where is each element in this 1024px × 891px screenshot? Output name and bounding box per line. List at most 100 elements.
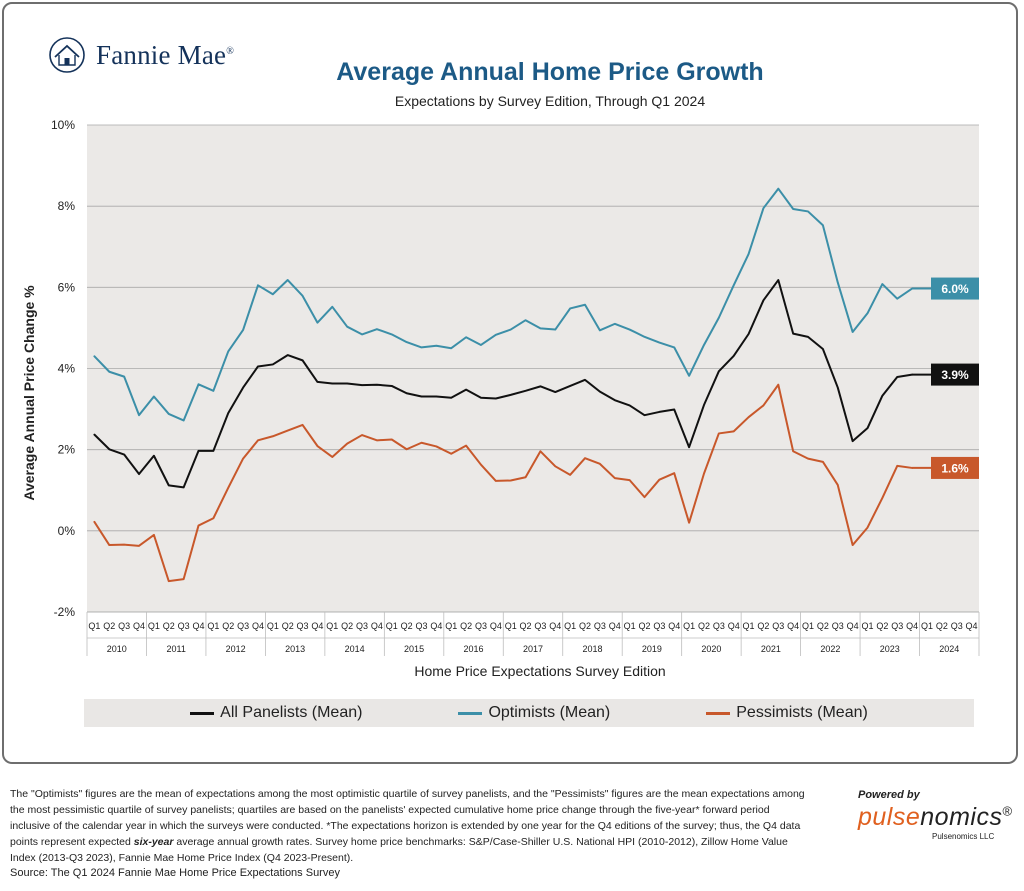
x-tick-label: Q2 xyxy=(638,621,650,631)
x-tick-label: Q3 xyxy=(356,621,368,631)
x-tick-label: Q4 xyxy=(609,621,621,631)
x-tick-label: Q4 xyxy=(728,621,740,631)
x-tick-label: Q1 xyxy=(326,621,338,631)
x-tick-label: Q3 xyxy=(534,621,546,631)
year-label: 2022 xyxy=(820,644,840,654)
x-tick-label: Q1 xyxy=(386,621,398,631)
end-label-box xyxy=(931,277,979,300)
x-tick-label: Q4 xyxy=(192,621,204,631)
x-axis-label: Home Price Expectations Survey Edition xyxy=(414,663,665,679)
x-tick-label: Q1 xyxy=(861,621,873,631)
legend-swatch-pessimists xyxy=(706,711,731,715)
legend-label: Optimists (Mean) xyxy=(488,704,611,721)
end-label-box xyxy=(931,363,979,386)
legend-label: Pessimists (Mean) xyxy=(736,704,868,721)
x-tick-label: Q2 xyxy=(222,621,234,631)
x-tick-label: Q2 xyxy=(282,621,294,631)
legend: All Panelists (Mean) Optimists (Mean) Pe… xyxy=(84,699,974,727)
x-tick-label: Q4 xyxy=(252,621,264,631)
x-tick-label: Q2 xyxy=(936,621,948,631)
year-label: 2021 xyxy=(761,644,781,654)
x-tick-label: Q3 xyxy=(237,621,249,631)
x-tick-label: Q4 xyxy=(847,621,859,631)
x-tick-label: Q2 xyxy=(698,621,710,631)
chart-subtitle: Expectations by Survey Edition, Through … xyxy=(394,93,706,109)
x-tick-label: Q1 xyxy=(505,621,517,631)
pulsenomics-logo: pulsenomics® xyxy=(858,803,1013,831)
y-axis-label: Average Annual Price Change % xyxy=(21,285,37,501)
powered-by-label: Powered by xyxy=(858,789,920,801)
year-label: 2020 xyxy=(701,644,721,654)
x-tick-label: Q4 xyxy=(549,621,561,631)
x-tick-label: Q1 xyxy=(88,621,100,631)
x-tick-label: Q3 xyxy=(951,621,963,631)
year-label: 2018 xyxy=(582,644,602,654)
fannie-mae-logo: Fannie Mae® xyxy=(48,36,234,74)
x-tick-label: Q1 xyxy=(624,621,636,631)
year-label: 2010 xyxy=(107,644,127,654)
year-label: 2019 xyxy=(642,644,662,654)
y-tick-label: 0% xyxy=(58,524,76,538)
year-label: 2013 xyxy=(285,644,305,654)
x-tick-label: Q2 xyxy=(876,621,888,631)
x-tick-label: Q1 xyxy=(207,621,219,631)
house-seal-icon xyxy=(49,37,85,73)
x-tick-label: Q1 xyxy=(445,621,457,631)
legend-item-all-panelists: All Panelists (Mean) xyxy=(190,704,362,722)
x-tick-label: Q2 xyxy=(341,621,353,631)
x-tick-label: Q1 xyxy=(267,621,279,631)
x-tick-label: Q2 xyxy=(460,621,472,631)
end-label: 6.0% xyxy=(941,282,969,296)
x-tick-label: Q4 xyxy=(430,621,442,631)
legend-label: All Panelists (Mean) xyxy=(220,704,363,721)
year-label: 2024 xyxy=(939,644,959,654)
year-label: 2014 xyxy=(345,644,365,654)
x-tick-label: Q2 xyxy=(520,621,532,631)
x-tick-label: Q3 xyxy=(297,621,309,631)
y-tick-label: -2% xyxy=(54,605,76,619)
x-tick-label: Q2 xyxy=(579,621,591,631)
x-tick-label: Q3 xyxy=(772,621,784,631)
x-tick-label: Q3 xyxy=(475,621,487,631)
x-tick-label: Q2 xyxy=(401,621,413,631)
y-tick-label: 8% xyxy=(58,199,76,213)
x-tick-label: Q4 xyxy=(133,621,145,631)
chart-title: Average Annual Home Price Growth xyxy=(336,58,764,86)
x-tick-label: Q3 xyxy=(713,621,725,631)
x-tick-label: Q4 xyxy=(490,621,502,631)
brand-name: Fannie Mae® xyxy=(96,39,235,70)
legend-item-optimists: Optimists (Mean) xyxy=(458,704,610,722)
year-label: 2017 xyxy=(523,644,543,654)
x-tick-label: Q2 xyxy=(103,621,115,631)
x-tick-label: Q2 xyxy=(163,621,175,631)
x-tick-label: Q2 xyxy=(817,621,829,631)
y-axis-ticks: -2% 0% 2% 4% 6% 8% 10% xyxy=(51,118,75,619)
pulsenomics-llc: Pulsenomics LLC xyxy=(932,832,995,841)
x-tick-label: Q4 xyxy=(787,621,799,631)
x-tick-label: Q3 xyxy=(118,621,130,631)
year-label: 2016 xyxy=(464,644,484,654)
end-label-box xyxy=(931,456,979,479)
y-tick-label: 4% xyxy=(58,362,76,376)
year-label: 2015 xyxy=(404,644,424,654)
series-line-1 xyxy=(93,187,914,422)
x-tick-label: Q1 xyxy=(148,621,160,631)
legend-item-pessimists: Pessimists (Mean) xyxy=(706,704,868,722)
x-tick-label: Q4 xyxy=(668,621,680,631)
x-tick-label: Q2 xyxy=(757,621,769,631)
x-tick-label: Q1 xyxy=(921,621,933,631)
x-tick-label: Q4 xyxy=(311,621,323,631)
x-tick-label: Q3 xyxy=(415,621,427,631)
x-tick-label: Q1 xyxy=(743,621,755,631)
footnote: The "Optimists" figures are the mean of … xyxy=(10,788,805,864)
x-tick-label: Q1 xyxy=(564,621,576,631)
end-label: 3.9% xyxy=(941,368,969,382)
x-tick-label: Q4 xyxy=(966,621,978,631)
series-lines xyxy=(93,187,914,583)
end-label: 1.6% xyxy=(941,461,969,475)
legend-swatch-optimists xyxy=(458,711,483,715)
x-tick-label: Q1 xyxy=(802,621,814,631)
x-tick-label: Q1 xyxy=(683,621,695,631)
